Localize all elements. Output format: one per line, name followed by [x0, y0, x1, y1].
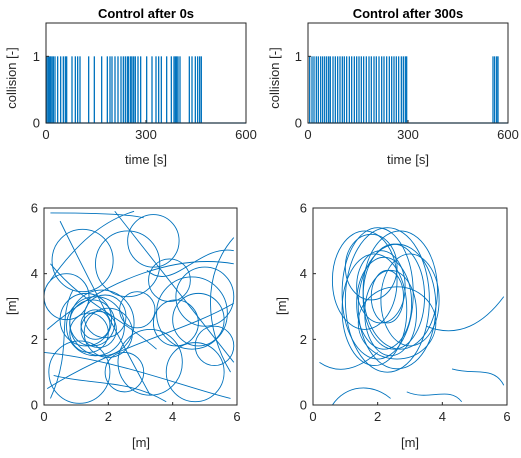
x-tick-label-300s: 6: [503, 409, 510, 424]
x-tick-label-300s: 0: [309, 409, 316, 424]
axes-box-trajectory-300s: [312, 207, 508, 406]
y-tick-label-0s: 2: [31, 332, 38, 347]
x-axis-label-time-0s: time [s]: [125, 152, 167, 167]
trajectory-loop-0s: [95, 230, 161, 298]
x-tick-label-0s: 300: [135, 127, 157, 142]
y-tick-label-300s: 1: [295, 49, 302, 64]
trajectory-loop-300s: [341, 227, 414, 360]
x-tick-label-0s: 2: [105, 409, 112, 424]
trajectory-loop-300s: [344, 233, 398, 301]
panel-title-0s: Control after 0s: [98, 6, 194, 21]
y-axis-label-position-0s: [m]: [4, 297, 19, 315]
trajectory-loop-0s: [69, 312, 109, 353]
trajectory-loop-0s: [83, 294, 127, 339]
y-tick-label-0s: 1: [33, 49, 40, 64]
y-tick-label-300s: 6: [300, 201, 307, 216]
trajectory-path-0s: [59, 220, 151, 396]
trajectory-path-0s: [44, 352, 231, 399]
x-tick-label-0s: 0: [42, 127, 49, 142]
trajectory-loop-0s: [48, 340, 111, 404]
trajectory-loop-300s: [370, 269, 404, 324]
trajectory-loop-300s: [357, 286, 437, 360]
trajectory-loop-0s: [194, 325, 235, 367]
trajectory-path-0s: [50, 289, 74, 399]
trajectory-path-0s: [46, 302, 235, 389]
trajectory-loop-300s: [341, 253, 408, 367]
y-axis-label-collision-0s: collision [-]: [4, 47, 19, 108]
panel-title-300s: Control after 300s: [353, 6, 464, 21]
trajectory-path-0s: [114, 211, 235, 363]
trajectory-panel-0s: [m] [m] 0 2 4 6 0 2 4 6: [4, 201, 241, 451]
trajectory-loop-0s: [119, 291, 156, 329]
trajectory-path-300s: [319, 352, 378, 370]
trajectory-loop-0s: [104, 352, 145, 393]
x-tick-label-0s: 4: [169, 409, 176, 424]
trajectory-loop-0s: [156, 276, 228, 350]
trajectory-loop-300s: [380, 253, 440, 347]
x-tick-label-0s: 6: [233, 409, 240, 424]
x-axis-label-position-300s: [m]: [401, 435, 419, 450]
x-tick-label-300s: 300: [397, 127, 419, 142]
y-axis-label-position-300s: [m]: [274, 297, 289, 315]
x-axis-label-time-300s: time [s]: [387, 152, 429, 167]
y-tick-label-300s: 0: [300, 398, 307, 413]
trajectory-loop-0s: [66, 296, 125, 357]
trajectory-path-0s: [146, 249, 234, 277]
trajectory-loop-0s: [172, 292, 225, 347]
axes-box-collision-0s: [45, 22, 247, 124]
trajectory-loop-300s: [331, 230, 398, 330]
trajectory-loop-300s: [344, 227, 430, 373]
y-tick-label-0s: 6: [31, 201, 38, 216]
y-tick-label-0s: 4: [31, 266, 38, 281]
trajectory-path-0s: [210, 237, 235, 373]
trajectory-loop-0s: [148, 258, 191, 303]
trajectory-loop-300s: [356, 256, 413, 350]
trajectory-path-0s: [46, 261, 234, 330]
trajectory-path-0s: [50, 210, 135, 281]
x-tick-label-300s: 0: [304, 127, 311, 142]
trajectory-path-0s: [50, 212, 144, 219]
trajectory-loop-0s: [59, 292, 112, 347]
trajectory-loop-300s: [364, 269, 417, 357]
trajectory-loop-0s: [51, 228, 114, 293]
axes-box-collision-300s: [307, 22, 509, 124]
trajectory-loop-0s: [69, 289, 135, 357]
x-tick-label-300s: 2: [374, 409, 381, 424]
y-tick-label-0s: 0: [31, 398, 38, 413]
x-tick-label-300s: 600: [497, 127, 519, 142]
trajectory-panel-300s: [m] [m] 0 2 4 6 0 2 4 6: [274, 201, 511, 451]
x-axis-label-position-0s: [m]: [132, 435, 150, 450]
trajectory-loop-0s: [165, 342, 225, 403]
collision-panel-300s: Control after 300s collision [-] time [s…: [267, 6, 519, 167]
trajectory-path-300s: [406, 391, 463, 402]
x-tick-label-0s: 0: [40, 409, 47, 424]
y-tick-label-300s: 0: [295, 116, 302, 131]
x-tick-label-0s: 600: [235, 127, 257, 142]
axes-box-trajectory-0s: [43, 207, 238, 406]
trajectory-loop-0s: [83, 307, 133, 358]
trajectory-path-0s: [50, 263, 157, 350]
trajectory-loop-300s: [362, 230, 438, 350]
trajectory-path-300s: [332, 387, 391, 405]
x-tick-label-300s: 4: [439, 409, 446, 424]
collision-panel-0s: Control after 0s collision [-] time [s] …: [4, 6, 257, 167]
trajectory-path-0s: [53, 375, 167, 403]
trajectory-path-300s: [425, 296, 505, 332]
trajectory-path-300s: [451, 368, 505, 386]
y-tick-label-300s: 2: [300, 332, 307, 347]
y-tick-label-300s: 4: [300, 266, 307, 281]
y-axis-label-collision-300s: collision [-]: [267, 47, 282, 108]
y-tick-label-0s: 0: [33, 116, 40, 131]
trajectory-loop-0s: [80, 309, 111, 340]
